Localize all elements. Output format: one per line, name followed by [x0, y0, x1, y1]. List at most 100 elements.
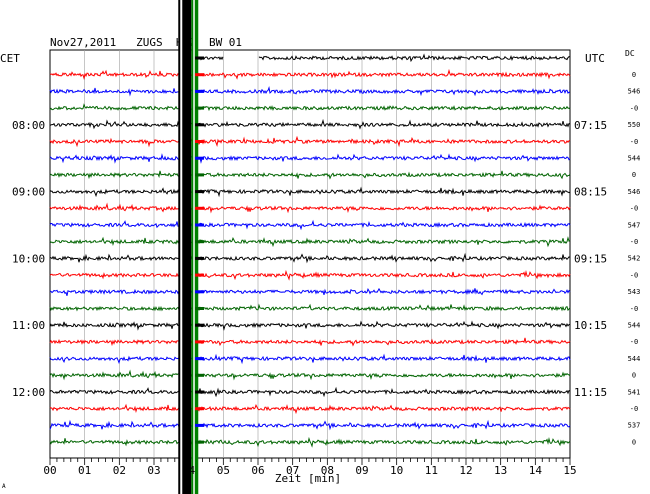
dc-offset-label: 544 [628, 322, 641, 330]
event-trace-crossing [195, 89, 205, 93]
event-trace-crossing [195, 73, 205, 77]
dc-offset-label: 543 [628, 288, 641, 296]
seismic-trace-row-20 [49, 386, 571, 398]
event-trace-crossing [195, 407, 205, 411]
dc-offset-label: 544 [628, 355, 641, 363]
left-time-label: 08:00 [12, 119, 45, 132]
seismic-trace-row-1 [49, 68, 571, 80]
event-trace-crossing [195, 323, 205, 327]
seismic-trace-row-9 [49, 202, 571, 214]
x-tick-label: 10 [390, 464, 403, 477]
x-tick-label: 09 [355, 464, 368, 477]
x-tick-label: 03 [147, 464, 160, 477]
left-time-label: 09:00 [12, 186, 45, 199]
event-trace-crossing [195, 256, 205, 260]
right-time-label: 09:15 [574, 252, 607, 265]
seismic-trace-row-22 [49, 419, 571, 431]
seismic-trace-row-18 [49, 353, 571, 365]
seismic-trace-row-16 [49, 320, 571, 331]
seismic-trace-row-4 [49, 118, 571, 130]
event-layer [178, 0, 205, 494]
seismic-trace-row-23 [49, 436, 571, 448]
event-trace-crossing [195, 390, 205, 394]
left-time-label: 12:00 [12, 386, 45, 399]
dc-offset-label: 544 [628, 155, 641, 163]
seismic-trace-row-7 [49, 170, 571, 180]
seismic-trace-row-8 [49, 186, 571, 198]
seismic-trace-row-6 [49, 153, 571, 164]
x-tick-label: 13 [494, 464, 507, 477]
x-tick-label: 05 [217, 464, 230, 477]
x-tick-label: 12 [459, 464, 472, 477]
seismic-trace-row-19 [49, 369, 571, 381]
dc-offset-label: 537 [628, 422, 641, 430]
dc-offset-label: -0 [630, 338, 638, 346]
seismic-trace-row-13 [49, 269, 571, 281]
dc-header-label: DC [625, 49, 635, 58]
event-trace-crossing [195, 140, 205, 143]
dc-offset-label: -0 [630, 238, 638, 246]
dc-offset-label: 0 [632, 71, 636, 79]
left-time-label: 10:00 [12, 252, 45, 265]
x-tick-label: 06 [251, 464, 264, 477]
right-time-label: 10:15 [574, 319, 607, 332]
right-timezone-label: UTC [585, 52, 605, 65]
x-tick-label: 02 [113, 464, 126, 477]
x-tick-label: 15 [563, 464, 576, 477]
dc-offset-label: 542 [628, 255, 641, 263]
left-time-label: 11:00 [12, 319, 45, 332]
x-axis-label: Zeit [min] [275, 472, 341, 485]
x-tick-label: 01 [78, 464, 91, 477]
right-time-label: 11:15 [574, 386, 607, 399]
dc-offset-label: -0 [630, 271, 638, 279]
event-gap-line [180, 0, 183, 494]
x-tick-label: 07 [286, 464, 299, 477]
right-time-label: 08:15 [574, 186, 607, 199]
dc-offset-label: -0 [630, 205, 638, 213]
seismic-trace-row-3 [49, 103, 571, 114]
seismic-trace-row-14 [49, 287, 571, 296]
dc-offset-label: 541 [628, 388, 641, 396]
seismic-trace-row-5 [49, 135, 571, 148]
event-trace-crossing [195, 240, 205, 244]
dc-offset-label: 550 [628, 121, 641, 129]
event-trace-crossing [195, 223, 205, 227]
dc-offset-label: -0 [630, 104, 638, 112]
seismic-trace-row-21 [49, 403, 571, 415]
dc-offset-label: 546 [628, 188, 641, 196]
event-trace-crossing [195, 340, 205, 344]
event-trace-crossing [195, 373, 205, 377]
right-time-label: 07:15 [574, 119, 607, 132]
chart-title: Nov27,2011 ZUGS HHZ BW 01 [50, 36, 242, 49]
event-trace-crossing [195, 106, 205, 110]
x-tick-label: 04 [182, 464, 196, 477]
dc-offset-label: 0 [632, 372, 636, 380]
event-trace-crossing [195, 357, 205, 361]
dc-offset-label: 0 [632, 171, 636, 179]
dc-offset-label: -0 [630, 305, 638, 313]
left-timezone-label: CET [0, 52, 20, 65]
event-saturation-band [178, 0, 192, 494]
dc-offset-label: -0 [630, 138, 638, 146]
dc-offset-label: 546 [628, 88, 641, 96]
dc-offset-label: 547 [628, 221, 641, 229]
x-tick-label: 14 [529, 464, 543, 477]
seismic-trace-row-10 [49, 219, 571, 231]
dc-offset-label: 0 [632, 438, 636, 446]
event-trace-crossing [195, 56, 205, 60]
seismic-trace-row-11 [49, 236, 571, 248]
seismic-trace-row-17 [49, 337, 571, 347]
seismic-trace-row-12 [49, 252, 571, 264]
dc-offset-label: -0 [630, 405, 638, 413]
footer-mark: A [2, 483, 6, 490]
event-trace-crossing [195, 173, 205, 177]
plot-frame [49, 49, 571, 459]
event-trace-crossing [195, 290, 205, 294]
grid-layer [49, 50, 571, 465]
event-trace-crossing [195, 440, 205, 444]
event-trace-crossing [195, 423, 205, 427]
event-trace-crossing [195, 273, 205, 277]
trace-layer [49, 53, 571, 448]
x-tick-label: 00 [43, 464, 56, 477]
